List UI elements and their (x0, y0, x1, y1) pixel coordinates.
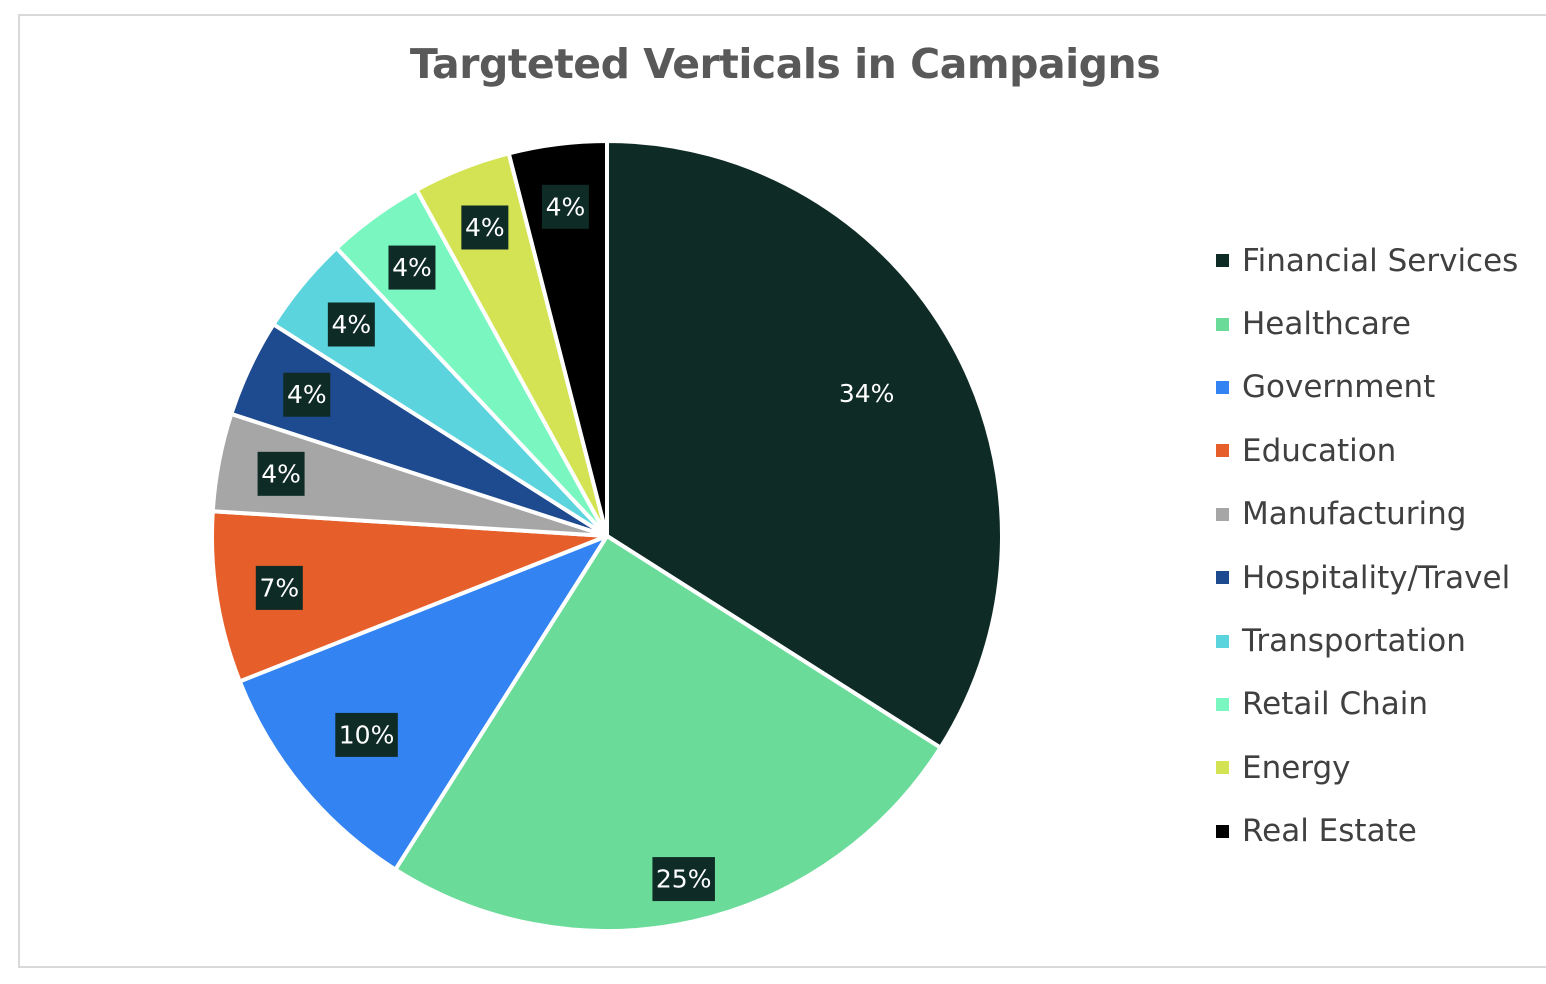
data-label-retail-chain: 4% (388, 245, 436, 290)
legend-item-energy: Energy (1216, 736, 1518, 799)
legend-swatch (1216, 824, 1229, 838)
legend-item-education: Education (1216, 419, 1518, 482)
legend-item-hospitality-travel: Hospitality/Travel (1216, 546, 1518, 609)
data-label-financial-services: 34% (839, 379, 895, 408)
data-label-energy: 4% (461, 205, 509, 250)
data-label-hospitality-travel: 4% (283, 372, 331, 417)
legend-item-transportation: Transportation (1216, 609, 1518, 672)
pie-slice-healthcare (393, 534, 943, 933)
data-label-transportation: 4% (327, 302, 375, 347)
legend-item-real-estate: Real Estate (1216, 800, 1518, 863)
data-label-box (541, 184, 589, 229)
chart-legend: Financial Services Healthcare Government Ed… (1216, 229, 1518, 863)
legend-label: Transportation (1242, 623, 1466, 660)
data-label-text: 7% (259, 573, 299, 602)
legend-swatch (1216, 571, 1229, 585)
data-label-text: 4% (465, 213, 505, 242)
pie-slice-education (210, 509, 609, 684)
data-label-text: 4% (287, 380, 327, 409)
legend-label: Government (1242, 369, 1436, 406)
data-label-text: 4% (392, 253, 432, 282)
data-label-text: 4% (332, 310, 372, 339)
legend-swatch (1216, 507, 1229, 521)
data-label-text: 4% (546, 192, 586, 221)
legend-label: Retail Chain (1242, 686, 1428, 723)
legend-label: Education (1242, 432, 1397, 469)
data-label-healthcare: 25% (652, 857, 715, 902)
data-label-education: 7% (255, 565, 303, 610)
data-label-text: 25% (656, 865, 712, 894)
legend-swatch (1216, 761, 1229, 775)
legend-swatch (1216, 254, 1229, 268)
legend-item-retail-chain: Retail Chain (1216, 673, 1518, 736)
data-label-manufacturing: 4% (257, 451, 305, 496)
legend-swatch (1216, 317, 1229, 331)
data-label-box (327, 302, 375, 347)
data-label-text: 34% (839, 379, 895, 408)
data-label-text: 10% (339, 720, 395, 749)
legend-label: Hospitality/Travel (1242, 559, 1511, 596)
legend-swatch (1216, 634, 1229, 648)
data-label-real-estate: 4% (541, 184, 589, 229)
data-label-box (255, 565, 303, 610)
legend-swatch (1216, 444, 1229, 458)
legend-item-manufacturing: Manufacturing (1216, 483, 1518, 546)
data-label-box (283, 372, 331, 417)
data-label-box (652, 857, 715, 902)
legend-item-government: Government (1216, 356, 1518, 419)
chart-title: Targteted Verticals in Campaigns (409, 40, 1161, 88)
legend-swatch (1216, 380, 1229, 394)
legend-label: Energy (1242, 749, 1351, 786)
legend-label: Manufacturing (1242, 496, 1467, 533)
legend-label: Real Estate (1242, 813, 1417, 850)
legend-item-financial-services: Financial Services (1216, 229, 1518, 292)
data-label-box (257, 451, 305, 496)
legend-swatch (1216, 697, 1229, 711)
pie-slice-government (237, 534, 609, 872)
data-label-box (388, 245, 436, 290)
data-label-box (461, 205, 509, 250)
legend-label: Healthcare (1242, 306, 1411, 343)
legend-item-healthcare: Healthcare (1216, 292, 1518, 355)
data-label-text: 4% (261, 459, 301, 488)
data-label-government: 10% (335, 712, 398, 757)
data-label-box (335, 712, 398, 757)
pie-slice-real-estate (506, 139, 609, 538)
legend-label: Financial Services (1242, 242, 1519, 279)
pie-slice-financial-services (605, 139, 1004, 750)
